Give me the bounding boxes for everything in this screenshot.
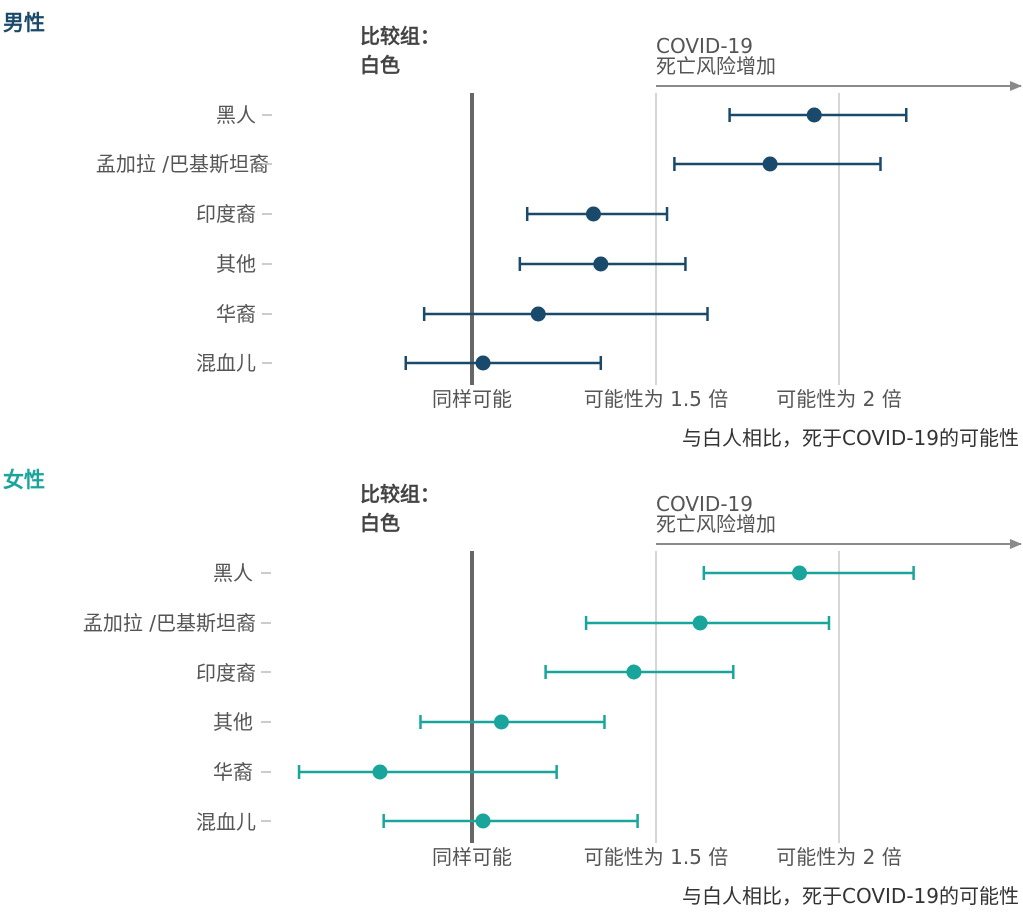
estimate-marks <box>404 107 908 371</box>
panel-male: 男性 比较组： 白色 COVID-19 死亡风险增加 黑人 孟加拉 /巴基斯坦裔… <box>3 11 1022 450</box>
estimate-point <box>372 764 388 780</box>
category-label: 印度裔 <box>196 661 256 685</box>
category-label: 黑人 <box>216 103 256 127</box>
category-ticks <box>262 114 272 364</box>
risk-label-line1: COVID-19 <box>656 492 753 516</box>
x-axis-label: 与白人相比，死于COVID-19的可能性 <box>682 426 1019 450</box>
estimate-marks <box>297 565 915 829</box>
category-labels: 黑人 孟加拉 /巴基斯坦裔 印度裔 其他 华裔 混血儿 <box>96 103 269 375</box>
category-label: 华裔 <box>213 760 253 784</box>
risk-label-line2: 死亡风险增加 <box>656 512 776 536</box>
estimate-point <box>530 306 546 322</box>
x-axis-label: 与白人相比，死于COVID-19的可能性 <box>682 884 1019 908</box>
category-label: 黑人 <box>213 561 253 585</box>
category-label: 其他 <box>216 252 256 276</box>
estimate-point <box>792 565 808 581</box>
comparison-label-line2: 白色 <box>360 53 400 77</box>
panel-title: 男性 <box>3 11 45 35</box>
risk-label-line2: 死亡风险增加 <box>656 54 776 78</box>
category-label: 混血儿 <box>196 351 256 375</box>
tick-label-2x: 可能性为 2 倍 <box>776 845 901 869</box>
estimate-point <box>692 615 708 631</box>
category-label: 孟加拉 /巴基斯坦裔 <box>83 611 256 635</box>
category-label: 华裔 <box>216 302 256 326</box>
comparison-label-line1: 比较组： <box>360 482 440 506</box>
category-labels: 黑人 孟加拉 /巴基斯坦裔 印度裔 其他 华裔 混血儿 <box>83 561 256 834</box>
estimate-point <box>593 256 609 272</box>
comparison-label-line1: 比较组： <box>360 24 440 48</box>
tick-label-1-5x: 可能性为 1.5 倍 <box>584 845 729 869</box>
tick-label-2x: 可能性为 2 倍 <box>776 387 901 411</box>
category-ticks <box>261 572 271 822</box>
estimate-point <box>493 714 509 730</box>
estimate-point <box>475 355 491 371</box>
panel-title: 女性 <box>3 468 45 492</box>
category-label: 孟加拉 /巴基斯坦裔 <box>96 152 269 176</box>
tick-label-1-5x: 可能性为 1.5 倍 <box>584 387 729 411</box>
category-label: 混血儿 <box>196 810 256 834</box>
estimate-point <box>585 206 601 222</box>
tick-label-same: 同样可能 <box>432 845 512 869</box>
estimate-point <box>762 156 778 172</box>
estimate-point <box>806 107 822 123</box>
tick-label-same: 同样可能 <box>432 387 512 411</box>
comparison-label-line2: 白色 <box>360 511 400 535</box>
panel-female: 女性 比较组： 白色 COVID-19 死亡风险增加 黑人 孟加拉 /巴基斯坦裔… <box>3 468 1022 908</box>
category-label: 其他 <box>213 710 253 734</box>
estimate-point <box>475 813 491 829</box>
category-label: 印度裔 <box>196 202 256 226</box>
risk-label-line1: COVID-19 <box>656 34 753 58</box>
estimate-point <box>626 664 642 680</box>
